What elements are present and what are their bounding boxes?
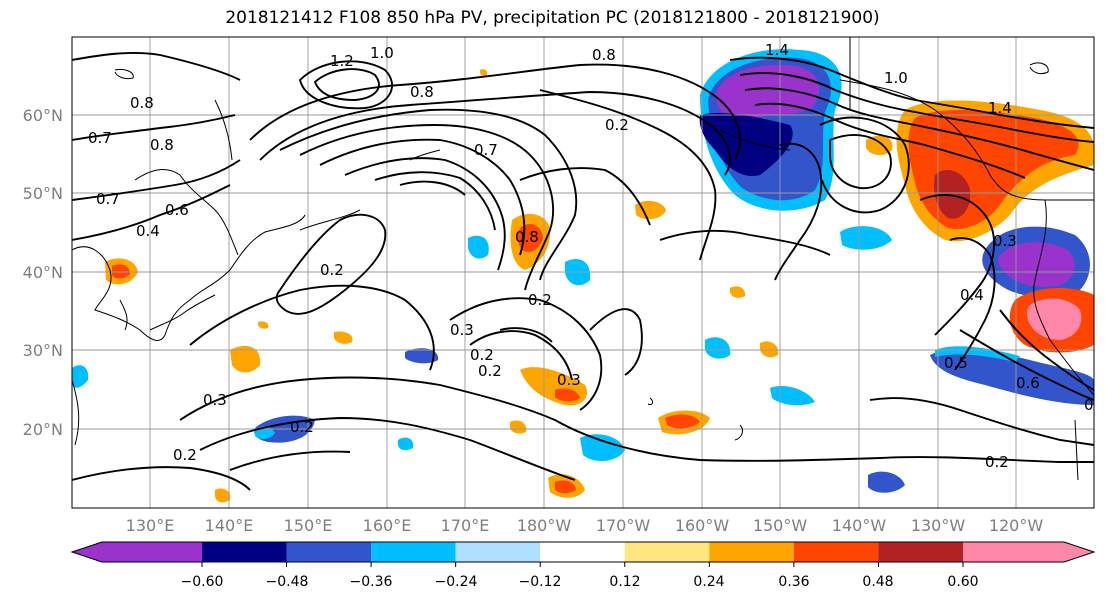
lon-label: 160°W xyxy=(675,516,730,535)
lon-label: 120°W xyxy=(989,516,1044,535)
lon-label: 130°E xyxy=(126,516,175,535)
colorbar-segment xyxy=(202,542,287,562)
contour-label: 1.0 xyxy=(884,69,908,87)
contour-label: 0.8 xyxy=(410,83,434,101)
contour-label: 0.7 xyxy=(96,190,120,208)
colorbar-outline xyxy=(70,541,1096,563)
contour-label: 1.0 xyxy=(370,44,394,62)
contour-label: 0.7 xyxy=(88,129,112,147)
contour-label: 0.8 xyxy=(150,136,174,154)
contour-label: 1.4 xyxy=(988,99,1012,117)
contour-label: 0.5 xyxy=(944,354,968,372)
lon-label: 170°E xyxy=(441,516,490,535)
contour-label: 0.3 xyxy=(450,321,474,339)
contour-label: 0.8 xyxy=(592,46,616,64)
contour-label: 0.4 xyxy=(136,222,160,240)
contour-label: 0.2 xyxy=(470,346,494,364)
contour-label: 1.4 xyxy=(765,41,789,59)
contour-label: 0.8 xyxy=(130,94,154,112)
pv-contours xyxy=(72,51,1094,491)
contour-label: 0.4 xyxy=(960,286,984,304)
contour-label: 0.2 xyxy=(528,291,552,309)
contour-label: 0.2 xyxy=(478,362,502,380)
colorbar-segment xyxy=(878,542,963,562)
colorbar-tick-label: 0.60 xyxy=(947,574,978,590)
colorbar-segment xyxy=(286,542,372,562)
colorbar-segment xyxy=(709,542,794,562)
longitude-labels: 130°E 140°E 150°E 160°E 170°E 180°W 170°… xyxy=(126,516,1044,535)
colorbar-tick-label: −0.48 xyxy=(266,574,309,590)
lat-label: 30°N xyxy=(23,341,63,360)
colorbar-tick-label: −0.12 xyxy=(519,574,562,590)
lat-label: 40°N xyxy=(23,263,63,282)
colorbar-tick-label: 0.24 xyxy=(693,574,724,590)
colorbar-segment xyxy=(963,542,1094,562)
lat-label: 60°N xyxy=(23,106,63,125)
colorbar-tick-labels: −0.60 −0.48 −0.36 −0.24 −0.12 0.12 0.24 … xyxy=(181,574,979,590)
lon-label: 150°E xyxy=(284,516,333,535)
colorbar-segment xyxy=(371,542,456,562)
lon-label: 160°E xyxy=(363,516,412,535)
contour-label: 0.8 xyxy=(515,228,539,246)
lat-label: 20°N xyxy=(23,420,63,439)
lon-label: 180°W xyxy=(517,516,572,535)
colorbar-segment xyxy=(624,542,710,562)
contour-labels: 1.0 1.2 0.8 1.4 0.8 0.8 0.7 0.8 0.8 0.7 … xyxy=(88,41,1094,471)
lat-label: 50°N xyxy=(23,184,63,203)
precipitation-shading xyxy=(72,49,1094,503)
colorbar-tick-label: 0.12 xyxy=(609,574,640,590)
contour-label: 0.6 xyxy=(1016,374,1040,392)
map-title: 2018121412 F108 850 hPa PV, precipitatio… xyxy=(225,8,880,28)
contour-label: 0.7 xyxy=(474,141,498,159)
colorbar-tick-label: −0.24 xyxy=(435,574,478,590)
colorbar-segment xyxy=(540,542,625,562)
lon-label: 150°W xyxy=(753,516,808,535)
contour-label: 0.3 xyxy=(993,232,1017,250)
contour-label: 0.2 xyxy=(290,418,314,436)
lon-label: 140°E xyxy=(205,516,254,535)
colorbar-tick-label: −0.60 xyxy=(181,574,224,590)
contour-label: 0.2 xyxy=(320,261,344,279)
colorbar-segment xyxy=(793,542,879,562)
colorbar-tick-label: 0.36 xyxy=(778,574,809,590)
contour-label: 0.3 xyxy=(557,371,581,389)
contour-label: 0.2 xyxy=(605,116,629,134)
colorbar-tick-label: 0.48 xyxy=(862,574,893,590)
contour-label: 0.6 xyxy=(165,201,189,219)
colorbar-segment xyxy=(72,542,202,562)
lon-label: 130°W xyxy=(911,516,966,535)
contour-label: 0.3 xyxy=(203,391,227,409)
lon-label: 140°W xyxy=(832,516,887,535)
map-frame xyxy=(71,36,1095,509)
coastlines xyxy=(72,37,1094,481)
lon-label: 170°W xyxy=(596,516,651,535)
colorbar xyxy=(70,541,1096,567)
latitude-labels: 60°N 50°N 40°N 30°N 20°N xyxy=(23,106,63,439)
colorbar-segment xyxy=(455,542,541,562)
contour-label: 0 xyxy=(1084,396,1094,414)
contour-label: 0.2 xyxy=(985,453,1009,471)
colorbar-tick-label: −0.36 xyxy=(350,574,393,590)
contour-label: 0.2 xyxy=(173,446,197,464)
contour-label: 1.2 xyxy=(330,52,354,70)
